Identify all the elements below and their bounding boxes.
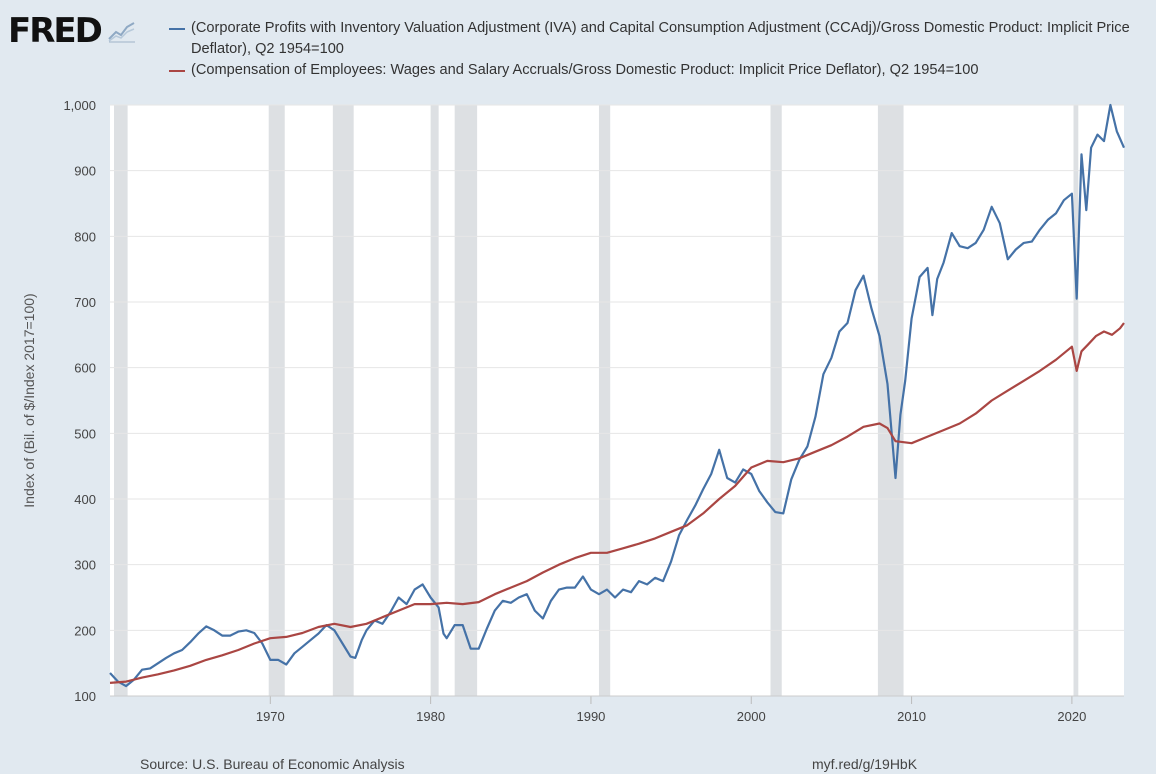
series-line-compensation	[109, 322, 1125, 684]
legend-swatch-profits	[169, 28, 185, 30]
chart-legend: (Corporate Profits with Inventory Valuat…	[165, 18, 1145, 81]
y-tick-label: 300	[74, 558, 96, 573]
y-tick-label: 200	[74, 623, 96, 638]
legend-item-compensation[interactable]: (Compensation of Employees: Wages and Sa…	[165, 60, 1145, 81]
line-chart-icon	[106, 19, 137, 43]
y-tick-label: 1,000	[63, 98, 96, 113]
y-tick-label: 100	[74, 689, 96, 704]
y-tick-label: 400	[74, 492, 96, 507]
plot-area	[110, 105, 1124, 696]
chart-header: FRED (Corporate Profits with Inventory V…	[0, 0, 1156, 90]
recession-band	[1073, 105, 1079, 696]
source-note: Source: U.S. Bureau of Economic Analysis	[140, 756, 405, 772]
fred-logo-text: FRED	[8, 11, 103, 51]
recession-band	[877, 105, 904, 696]
recession-band	[598, 105, 611, 696]
recession-band	[770, 105, 782, 696]
fred-logo[interactable]: FRED	[8, 14, 137, 48]
y-tick-label: 600	[74, 361, 96, 376]
x-tick-label: 1980	[416, 709, 445, 724]
recession-band	[114, 105, 128, 696]
y-tick-label: 700	[74, 295, 96, 310]
short-url[interactable]: myf.red/g/19HbK	[812, 756, 918, 772]
legend-swatch-compensation	[169, 70, 185, 72]
y-tick-label: 500	[74, 426, 96, 441]
recession-band	[268, 105, 285, 696]
x-tick-label: 2010	[897, 709, 926, 724]
recession-band	[332, 105, 354, 696]
legend-label-compensation: (Compensation of Employees: Wages and Sa…	[191, 62, 979, 78]
chart-area: 100 200 300 400 500 600 700 800 900 1,000 1970 1980…	[0, 90, 1156, 744]
y-tick-label: 800	[74, 229, 96, 244]
x-tick-label: 1970	[256, 709, 285, 724]
line-chart[interactable]: 100 200 300 400 500 600 700 800 900 1,000 1970 1980…	[0, 90, 1156, 744]
recession-band	[430, 105, 439, 696]
legend-item-profits[interactable]: (Corporate Profits with Inventory Valuat…	[165, 18, 1145, 60]
x-tick-label: 2000	[737, 709, 766, 724]
y-axis-label: Index of (Bil. of $/Index 2017=100)	[21, 293, 37, 507]
legend-label-profits: (Corporate Profits with Inventory Valuat…	[191, 20, 1130, 57]
x-tick-label: 1990	[576, 709, 605, 724]
series-line-profits	[109, 103, 1126, 688]
y-tick-label: 900	[74, 164, 96, 179]
recession-band	[454, 105, 478, 696]
x-tick-label: 2020	[1057, 709, 1086, 724]
